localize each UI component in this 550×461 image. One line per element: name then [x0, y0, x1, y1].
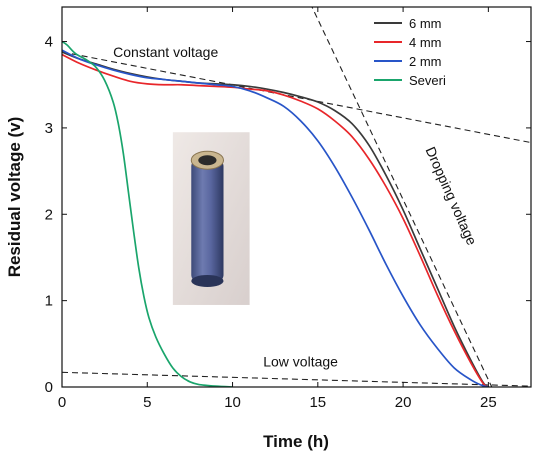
- series-line-6-mm: [62, 51, 489, 387]
- series-lines: [62, 40, 489, 387]
- inset-battery-photo: [172, 132, 250, 305]
- y-axis: 0 1 2 3 4: [45, 34, 531, 396]
- annotation-constant-voltage: Constant voltage: [113, 44, 218, 60]
- annotation-low-voltage: Low voltage: [263, 353, 338, 369]
- y-tick-label: 4: [45, 34, 53, 51]
- series-line-2-mm: [62, 49, 489, 387]
- y-tick-label: 3: [45, 120, 53, 137]
- legend-label: 2 mm: [409, 54, 442, 69]
- annotation-dropping-voltage: Dropping voltage: [423, 144, 481, 247]
- x-tick-label: 15: [309, 394, 326, 411]
- battery-top-center: [198, 155, 217, 166]
- x-axis-title: Time (h): [263, 432, 329, 451]
- annotations: Constant voltage Low voltage Dropping volt…: [113, 44, 480, 369]
- guide-lines: [62, 7, 531, 387]
- x-tick-label: 25: [480, 394, 497, 411]
- y-axis-title: Residual voltage (v): [5, 117, 24, 278]
- x-tick-label: 5: [143, 394, 151, 411]
- x-tick-label: 10: [224, 394, 241, 411]
- series-line-4-mm: [62, 53, 489, 387]
- legend: 6 mm 4 mm 2 mm Severi: [374, 16, 446, 88]
- y-tick-label: 0: [45, 379, 53, 396]
- legend-label: Severi: [409, 73, 446, 88]
- battery-bottom: [191, 274, 224, 287]
- low-voltage-guideline: [62, 371, 531, 387]
- x-tick-label: 0: [58, 394, 66, 411]
- constant-voltage-guideline: [62, 51, 531, 144]
- series-line-severi: [62, 40, 233, 387]
- legend-label: 6 mm: [409, 16, 442, 31]
- x-tick-label: 20: [395, 394, 412, 411]
- y-tick-label: 2: [45, 206, 53, 223]
- dropping-voltage-guideline: [311, 7, 493, 387]
- battery-body: [191, 160, 224, 281]
- legend-label: 4 mm: [409, 35, 442, 50]
- plot-frame: [61, 6, 532, 388]
- x-axis: 0 5 10 15 20 25: [58, 7, 497, 411]
- y-tick-label: 1: [45, 293, 53, 310]
